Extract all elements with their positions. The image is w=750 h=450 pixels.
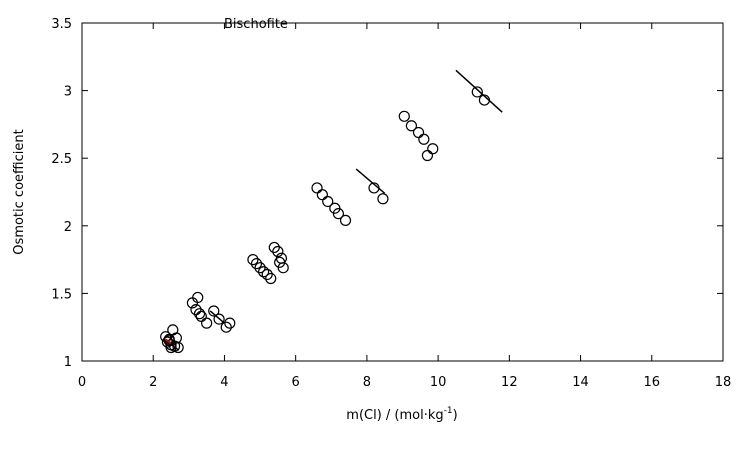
x-tick-label: 2 [149,375,157,390]
data-point [421,149,434,162]
plot-frame [81,22,724,362]
x-axis-label-end: ) [453,408,458,423]
data-point [377,193,389,205]
data-point [398,110,410,122]
data-point [208,305,220,317]
red-fit-line [165,338,172,345]
data-point [193,308,206,320]
data-point [272,245,284,258]
data-point [192,291,204,304]
x-tick-label: 4 [220,375,228,390]
fit-lines [163,69,503,351]
data-point [254,262,266,274]
data-point [316,189,328,201]
data-point [427,143,439,155]
data-point [471,86,483,98]
data-point [322,195,334,208]
x-tick-label: 0 [78,375,86,390]
data-point [247,254,259,266]
y-tick-label: 1.5 [51,287,72,302]
data-point [339,214,352,226]
x-axis-label-sup: -1 [444,406,453,416]
x-tick-label: 16 [644,375,661,390]
data-point [258,266,270,278]
data-point [160,331,172,343]
data-point [311,182,323,194]
data-point [213,313,225,325]
data-point [418,133,430,145]
data-points [160,86,491,354]
data-point [268,241,280,254]
data-point [163,335,175,347]
data-point [220,321,232,333]
x-tick-label: 8 [363,375,371,390]
x-tick-label: 10 [430,375,447,390]
data-point [201,317,213,329]
data-point [261,268,273,281]
x-tick-label: 18 [715,375,732,390]
data-point [478,94,491,106]
tick-labels: 0 2 4 6 8 10 12 14 16 18 1 1.5 2 2.5 3 3.5 [51,17,731,390]
data-point [195,310,207,322]
data-point [190,304,202,316]
fit-line [455,69,503,113]
data-point [412,126,425,139]
data-point [265,272,277,285]
x-tick-label: 12 [501,375,518,390]
data-point [277,262,289,274]
legend-entry: Bischofite [224,17,288,32]
y-tick-label: 3 [64,85,72,100]
x-tick-label: 14 [572,375,589,390]
y-tick-label: 2 [64,220,72,235]
data-point [250,258,263,270]
fit-line [355,168,386,194]
data-point [332,208,344,220]
x-axis-label-main: m(Cl) / (mol·kg [346,408,443,423]
y-tick-label: 2.5 [51,152,72,167]
data-point [368,182,380,194]
x-axis-label: m(Cl) / (mol·kg-1) [346,406,457,423]
data-point [224,317,236,329]
data-point [405,120,418,132]
data-point [172,341,184,354]
y-tick-label: 1 [64,355,72,370]
axis-ticks [81,22,724,362]
x-tick-label: 6 [292,375,300,390]
fit-line [209,310,225,324]
y-tick-label: 3.5 [51,17,72,32]
y-axis-label: Osmotic coefficient [12,129,27,254]
